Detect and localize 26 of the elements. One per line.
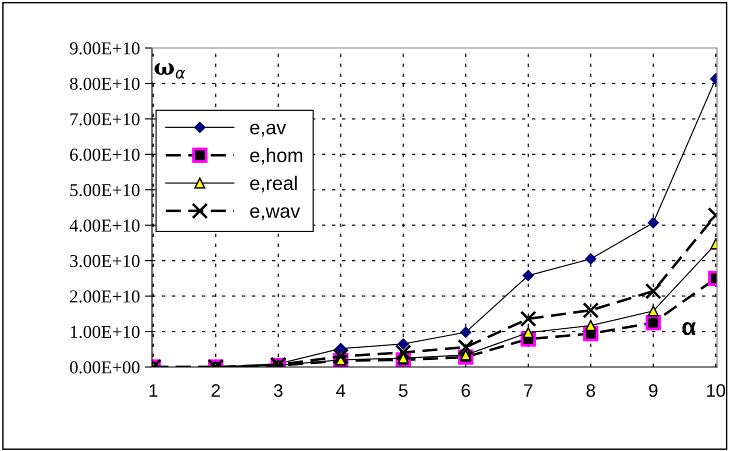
x-tick-label: 1 — [150, 384, 158, 397]
y-tick-label: 0.00E+00 — [70, 361, 140, 374]
y-tick-label: 7.00E+10 — [70, 113, 140, 126]
y-tick-label: 8.00E+10 — [70, 78, 140, 90]
legend-label: e,hom — [250, 148, 302, 165]
legend-label: e,real — [250, 176, 297, 192]
y-tick-label: 6.00E+10 — [70, 148, 140, 161]
y-tick-label: 4.00E+10 — [70, 219, 140, 232]
x-tick-label: 9 — [649, 384, 658, 397]
x-tick-label: 3 — [274, 384, 282, 397]
x-tick-label: 4 — [336, 384, 346, 397]
x-tick-label: 2 — [212, 384, 220, 397]
y-tick-label: 5.00E+10 — [70, 184, 140, 196]
legend-label: e,wav — [250, 207, 300, 220]
x-tick-label: 6 — [462, 384, 470, 397]
x-tick-label: 5 — [398, 384, 408, 397]
y-tick-label: 1.00E+10 — [70, 326, 140, 338]
x-axis-title: α — [682, 322, 696, 336]
y-tick-label: 2.00E+10 — [70, 290, 140, 303]
legend-label: e,av — [250, 124, 286, 137]
y-axis-title: ω$_{α}$ — [154, 63, 186, 79]
y-tick-label: 9.00E+10 — [70, 42, 140, 55]
x-tick-label: 8 — [586, 384, 595, 397]
y-tick-label: 3.00E+10 — [70, 254, 140, 268]
x-tick-label: 10 — [707, 384, 726, 397]
x-tick-label: 7 — [524, 384, 532, 397]
